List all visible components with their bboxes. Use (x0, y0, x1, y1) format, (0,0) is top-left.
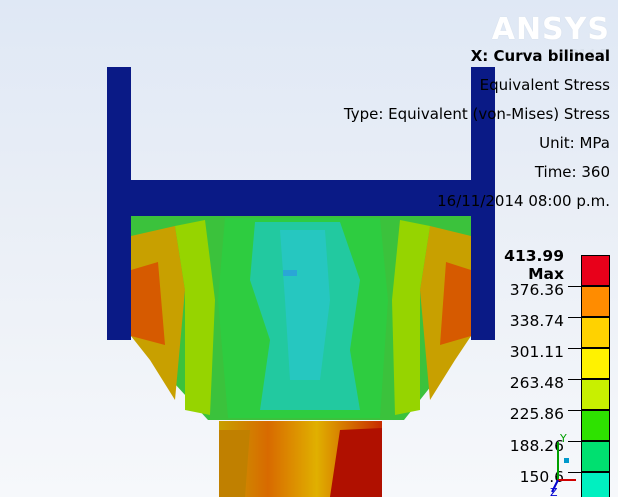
result-type: Type: Equivalent (von-Mises) Stress (343, 105, 610, 123)
triad-center-icon (564, 458, 569, 463)
result-info-panel: X: Curva bilineal Equivalent Stress Type… (344, 42, 610, 216)
result-date: 16/11/2014 08:00 p.m. (437, 192, 610, 210)
ansys-version: R14.5 (570, 48, 608, 63)
result-time: Time: 360 (534, 163, 610, 181)
axis-triad[interactable]: Y Z (548, 430, 588, 497)
stress-plate (131, 216, 471, 420)
triad-z-label: Z (550, 486, 558, 497)
result-unit: Unit: MPa (539, 134, 610, 152)
triad-y-label: Y (559, 432, 567, 445)
steel-frame (107, 67, 495, 340)
result-name: Equivalent Stress (479, 76, 610, 94)
ansys-logo: ANSYS (491, 12, 610, 47)
model-title: X: Curva bilineal (470, 47, 610, 65)
z-axis-icon (551, 479, 559, 493)
lower-neck (219, 421, 382, 497)
